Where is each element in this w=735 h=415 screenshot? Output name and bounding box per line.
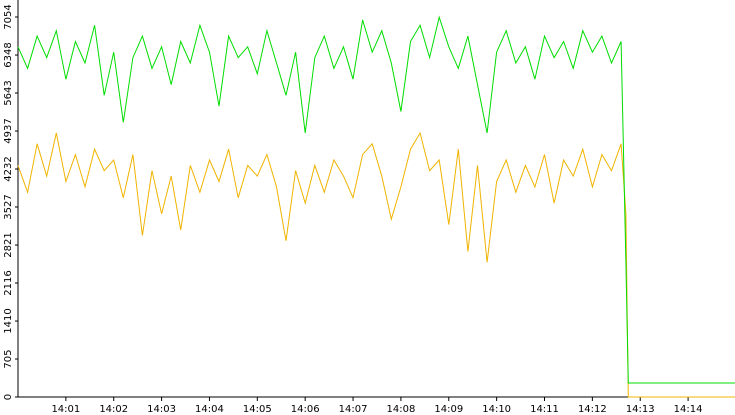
x-tick-label: 14:06 xyxy=(291,404,320,415)
x-tick-label: 14:03 xyxy=(147,404,176,415)
y-tick-label: 705 xyxy=(3,349,14,368)
y-tick-label: 6348 xyxy=(3,42,14,67)
x-tick-label: 14:13 xyxy=(626,404,655,415)
x-tick-label: 14:12 xyxy=(578,404,607,415)
y-tick-label: 3527 xyxy=(3,194,14,219)
y-tick-label: 5643 xyxy=(3,80,14,105)
x-tick-label: 14:04 xyxy=(195,404,224,415)
x-tick-label: 14:09 xyxy=(434,404,463,415)
x-tick-label: 14:02 xyxy=(99,404,128,415)
x-tick-label: 14:14 xyxy=(674,404,703,415)
y-tick-label: 7054 xyxy=(3,4,14,29)
x-tick-label: 14:10 xyxy=(482,404,511,415)
y-tick-label: 2116 xyxy=(3,270,14,295)
y-tick-label: 2821 xyxy=(3,232,14,257)
y-tick-label: 0 xyxy=(3,394,14,400)
y-tick-label: 4937 xyxy=(3,118,14,143)
series-line xyxy=(17,15,735,384)
y-tick-label: 1410 xyxy=(3,308,14,333)
series-line xyxy=(17,131,735,398)
x-tick-label: 14:08 xyxy=(386,404,415,415)
x-tick-label: 14:11 xyxy=(530,404,559,415)
x-tick-label: 14:01 xyxy=(51,404,80,415)
y-tick-label: 4232 xyxy=(3,156,14,181)
x-tick-label: 14:05 xyxy=(243,404,272,415)
x-tick-label: 14:07 xyxy=(339,404,368,415)
